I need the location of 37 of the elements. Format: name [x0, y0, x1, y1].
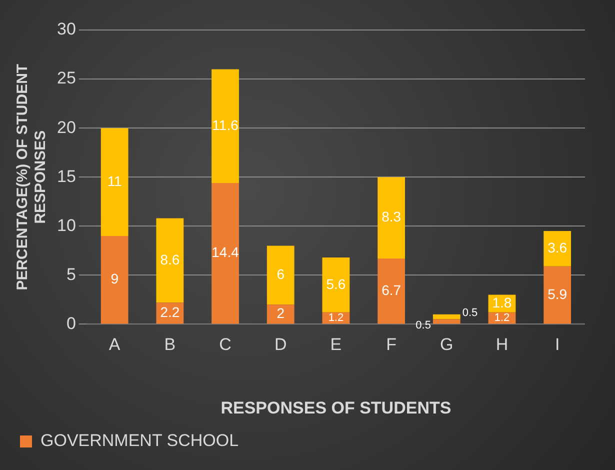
y-tick-label: 25 [56, 68, 76, 88]
data-label: 9 [110, 270, 119, 287]
data-label: 11 [107, 172, 122, 189]
x-tick-label: G [440, 335, 454, 354]
data-label: 0.5 [416, 320, 431, 332]
data-label: 3.6 [548, 240, 568, 256]
data-label: 11.6 [212, 116, 239, 133]
data-label: 0.5 [462, 306, 478, 319]
data-label: 6.7 [382, 282, 402, 298]
x-tick-label: C [219, 335, 232, 354]
data-label: 2.2 [160, 304, 180, 320]
x-tick-label: B [164, 335, 176, 354]
x-tick-label: E [330, 335, 342, 354]
x-tick-label: A [108, 335, 121, 354]
data-label: 2 [276, 305, 285, 322]
data-label: 1.2 [328, 312, 344, 324]
data-label: 5.9 [548, 286, 568, 302]
data-label: 5.6 [326, 276, 346, 292]
x-tick-label: I [554, 335, 560, 354]
data-label: 8.3 [382, 208, 402, 225]
x-tick-label: F [386, 335, 396, 354]
y-tick-label: 30 [56, 20, 76, 39]
data-label: 14.4 [212, 244, 240, 260]
y-tick-label: 20 [56, 118, 76, 137]
data-label: 1.8 [492, 294, 512, 310]
x-tick-label: D [274, 335, 287, 354]
data-label: 1.2 [494, 312, 510, 324]
y-tick-label: 15 [56, 166, 76, 186]
x-tick-label: H [496, 335, 508, 354]
y-axis-title: PERCENTAGE(%) OF STUDENT RESPONSES [14, 64, 50, 290]
y-tick-label: 5 [66, 264, 76, 284]
y-tick-label: 0 [66, 314, 76, 333]
legend-label: GOVERNMENT SCHOOL [40, 431, 239, 450]
y-tick-label: 10 [56, 216, 76, 235]
data-label: 6 [276, 266, 285, 282]
x-axis-title: RESPONSES OF STUDENTS [220, 398, 452, 418]
data-label: 8.6 [160, 251, 180, 268]
